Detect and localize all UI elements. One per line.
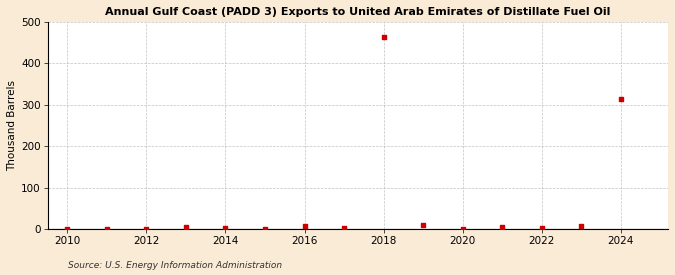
- Title: Annual Gulf Coast (PADD 3) Exports to United Arab Emirates of Distillate Fuel Oi: Annual Gulf Coast (PADD 3) Exports to Un…: [105, 7, 611, 17]
- Point: [299, 224, 310, 229]
- Point: [378, 35, 389, 39]
- Point: [101, 227, 112, 231]
- Point: [576, 224, 587, 229]
- Point: [418, 223, 429, 227]
- Point: [141, 227, 152, 231]
- Point: [62, 227, 73, 231]
- Point: [536, 226, 547, 230]
- Point: [339, 226, 350, 230]
- Point: [457, 227, 468, 231]
- Point: [260, 227, 271, 231]
- Text: Source: U.S. Energy Information Administration: Source: U.S. Energy Information Administ…: [68, 260, 281, 270]
- Y-axis label: Thousand Barrels: Thousand Barrels: [7, 80, 17, 171]
- Point: [615, 97, 626, 101]
- Point: [181, 225, 192, 230]
- Point: [220, 226, 231, 230]
- Point: [497, 225, 508, 229]
